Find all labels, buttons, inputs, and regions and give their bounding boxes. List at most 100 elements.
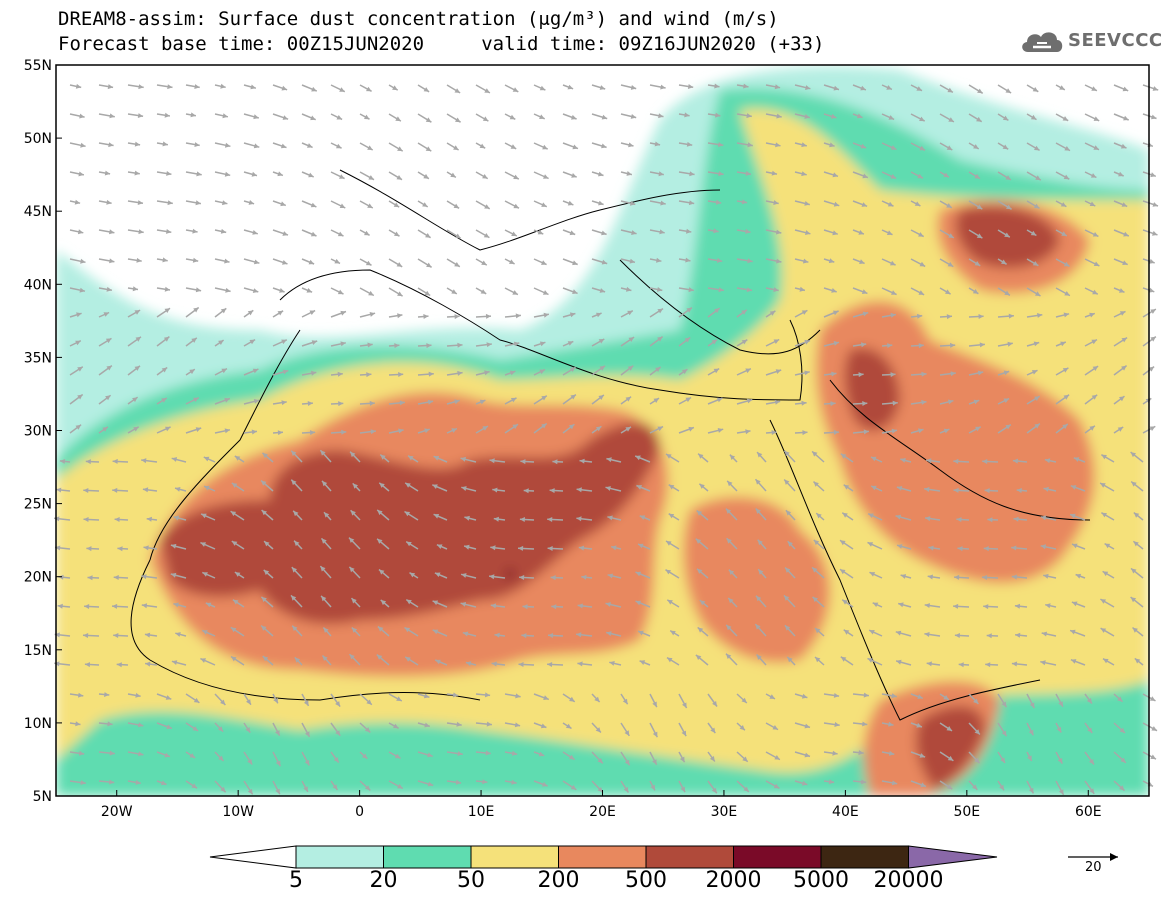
- wind-arrowhead: [281, 400, 287, 406]
- lat-tick-label: 35N: [24, 350, 52, 366]
- wind-arrowhead: [1132, 627, 1138, 633]
- wind-arrowhead: [635, 600, 642, 606]
- wind-arrowhead: [1063, 261, 1070, 267]
- wind-arrowhead: [489, 458, 495, 464]
- wind-arrowhead: [84, 662, 90, 668]
- wind-arrowhead: [398, 428, 404, 434]
- wind-arrowhead: [520, 459, 526, 465]
- wind-arrowhead: [801, 400, 807, 406]
- colorbar-swatch: [383, 845, 472, 869]
- wind-arrowhead: [840, 453, 847, 459]
- wind-arrowhead: [1013, 516, 1019, 522]
- wind-arrowhead: [394, 343, 400, 349]
- wind-arrowhead: [138, 751, 144, 757]
- lat-tick-label: 55N: [24, 58, 52, 74]
- wind-arrowhead: [833, 310, 839, 316]
- wind-arrowhead: [204, 485, 210, 491]
- wind-arrowhead: [432, 629, 439, 635]
- wind-arrowhead: [192, 257, 199, 263]
- wind-arrowhead: [1058, 701, 1063, 707]
- wind-arrowhead: [164, 286, 170, 292]
- wind-arrowhead: [1032, 261, 1039, 266]
- wind-arrowhead: [695, 654, 702, 660]
- wind-arrowhead: [364, 785, 371, 791]
- wind-arrowhead: [423, 314, 429, 319]
- wind-arrowhead: [542, 290, 549, 295]
- wind-arrowhead: [543, 695, 549, 700]
- wind-arrowhead: [1100, 599, 1106, 604]
- wind-arrowhead: [83, 633, 89, 638]
- wind-arrowhead: [973, 698, 979, 704]
- wind-arrowhead: [953, 487, 959, 493]
- wind-arrowhead: [1092, 232, 1099, 237]
- wind-arrowhead: [688, 287, 694, 293]
- wind-arrowhead: [422, 202, 428, 207]
- wind-arrowhead: [709, 756, 715, 762]
- wind-arrowhead: [1035, 291, 1041, 296]
- wind-arrowhead: [425, 233, 431, 238]
- wind-arrowhead: [974, 173, 980, 179]
- wind-arrowhead: [1008, 313, 1014, 319]
- wind-arrowhead: [594, 696, 600, 702]
- wind-arrowhead: [1070, 513, 1076, 519]
- wind-arrowhead: [249, 339, 256, 345]
- wind-arrowhead: [1059, 85, 1065, 90]
- wind-arrowhead: [895, 514, 902, 520]
- wind-arrowhead: [511, 231, 517, 236]
- wind-arrowhead: [918, 290, 925, 295]
- wind-arrowhead: [294, 540, 300, 547]
- wind-arrowhead: [801, 693, 808, 699]
- wind-arrowhead: [321, 595, 327, 602]
- wind-arrowhead: [519, 575, 525, 580]
- wind-arrowhead: [394, 231, 400, 237]
- wind-arrowhead: [572, 289, 578, 294]
- wind-arrowhead: [306, 288, 313, 293]
- wind-arrowhead: [1152, 230, 1158, 236]
- wind-arrowhead: [858, 372, 864, 378]
- wind-arrowhead: [1086, 698, 1092, 704]
- wind-arrowhead: [58, 574, 64, 580]
- wind-arrowhead: [480, 289, 487, 294]
- wind-arrowhead: [332, 784, 338, 790]
- wind-arrowhead: [745, 429, 751, 435]
- wind-arrowhead: [75, 721, 81, 727]
- wind-arrowhead: [887, 201, 894, 207]
- wind-arrowhead: [775, 142, 781, 148]
- wind-arrowhead: [1089, 201, 1096, 206]
- wind-arrowhead: [193, 307, 199, 313]
- wind-arrowhead: [804, 339, 810, 345]
- wind-arrowhead: [867, 542, 874, 547]
- wind-arrowhead: [684, 337, 691, 343]
- wind-arrowhead: [635, 455, 641, 461]
- wind-arrowhead: [1062, 424, 1068, 430]
- wind-arrowhead: [218, 755, 224, 761]
- wind-arrowhead: [311, 86, 317, 92]
- wind-arrowhead: [655, 367, 661, 372]
- wind-arrowhead: [606, 631, 612, 637]
- wind-arrowhead: [309, 310, 316, 315]
- wind-arrowhead: [399, 400, 405, 406]
- wind-arrowhead: [714, 308, 720, 314]
- wind-arrowhead: [757, 539, 763, 546]
- wind-arrowhead: [405, 482, 411, 488]
- wind-arrowhead: [133, 426, 139, 432]
- wind-arrowhead: [170, 572, 177, 578]
- wind-arrowhead: [394, 753, 401, 759]
- wind-arrowhead: [427, 752, 433, 758]
- wind-arrowhead: [85, 459, 91, 465]
- wind-arrowhead: [323, 627, 329, 633]
- wind-arrowhead: [658, 171, 664, 177]
- wind-arrowhead: [454, 314, 460, 320]
- wind-arrowhead: [1001, 701, 1007, 708]
- wind-arrowhead: [485, 750, 491, 756]
- wind-arrowhead: [576, 487, 582, 493]
- wind-arrowhead: [307, 401, 313, 406]
- wind-arrowhead: [799, 286, 805, 292]
- wind-arrowhead: [842, 599, 848, 605]
- wind-arrowhead: [624, 759, 630, 766]
- colorbar-level-label: 20000: [873, 868, 944, 893]
- wind-arrowhead: [519, 517, 525, 522]
- wind-arrowhead: [1101, 512, 1107, 518]
- wind-arrowhead: [741, 697, 747, 703]
- wind-arrowhead: [450, 172, 456, 178]
